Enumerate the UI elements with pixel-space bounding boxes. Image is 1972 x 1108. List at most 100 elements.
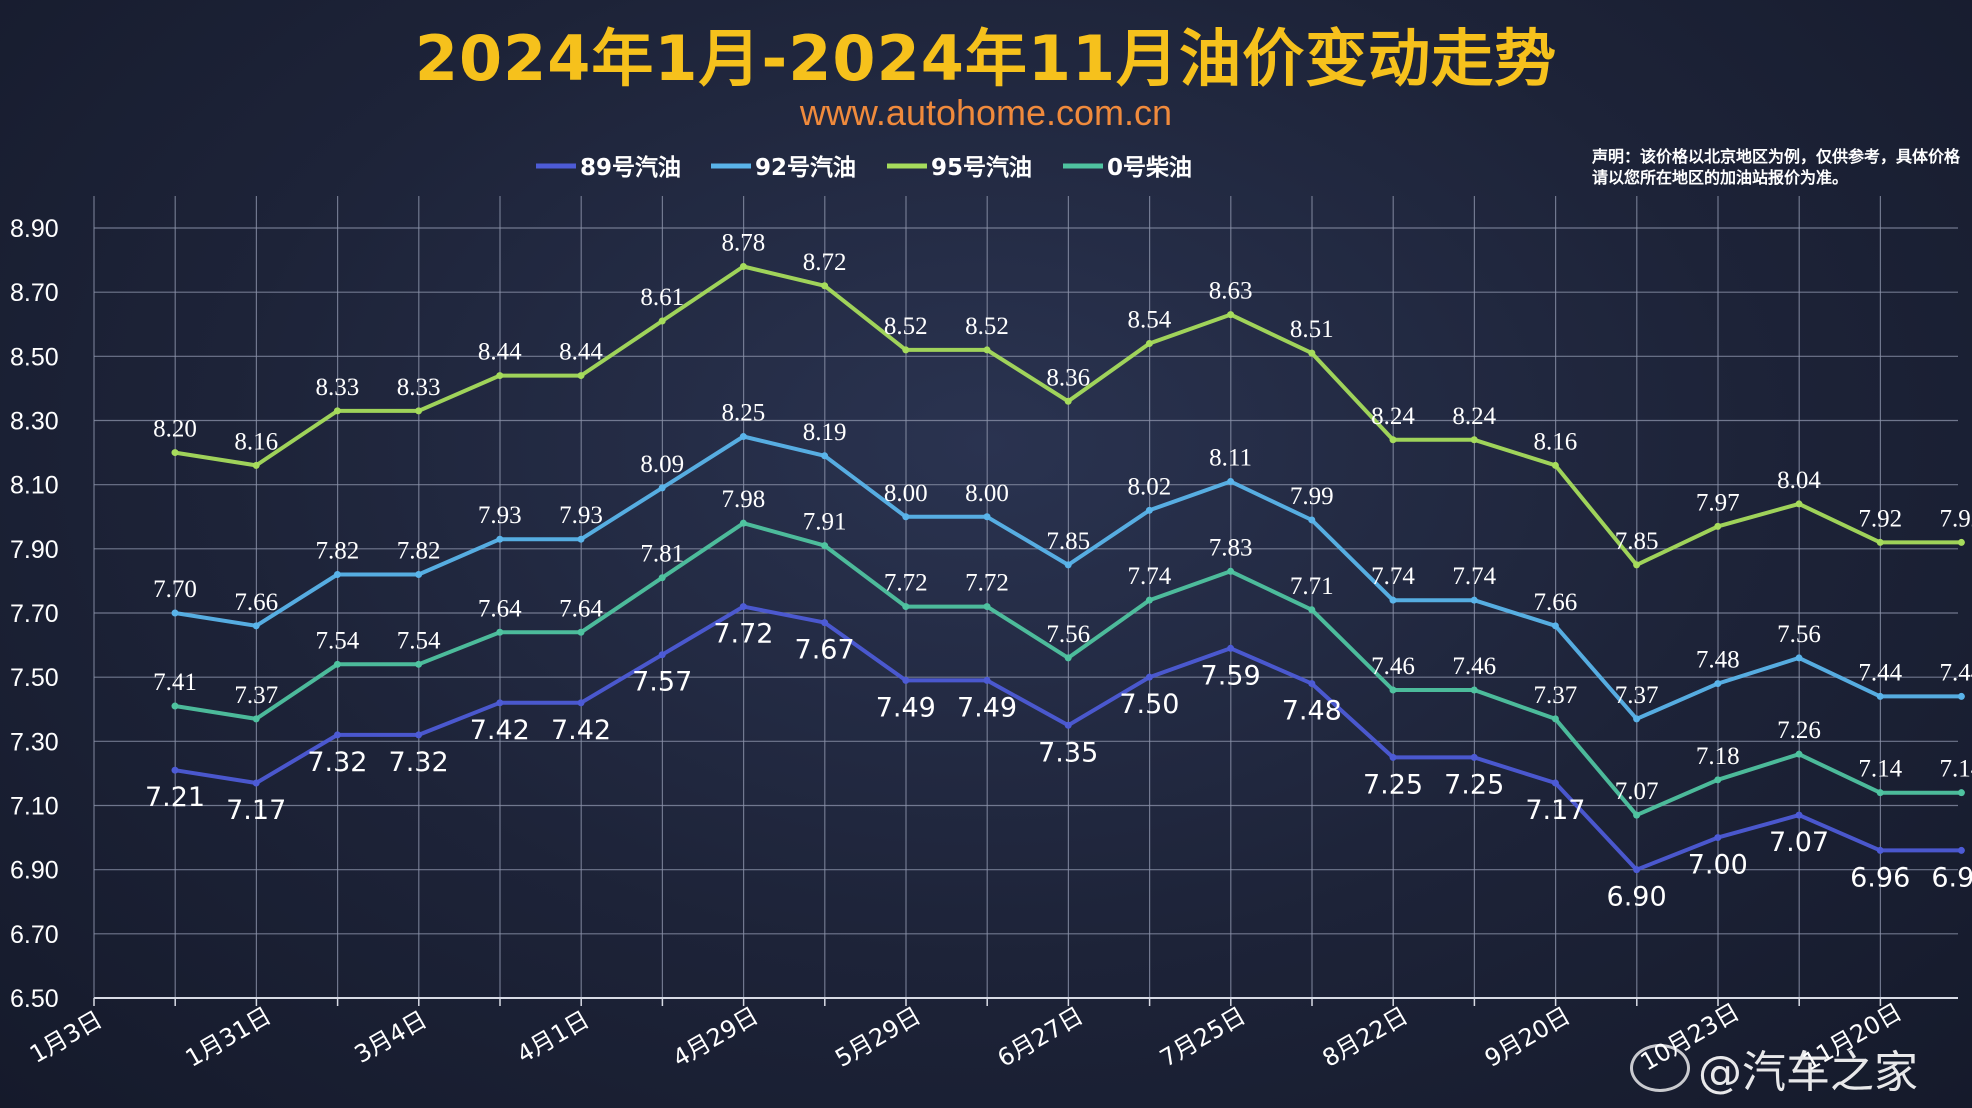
y-tick-label: 6.90: [10, 857, 59, 885]
y-tick-label: 8.10: [10, 472, 59, 500]
y-tick-label: 7.90: [10, 536, 59, 564]
data-point: [1876, 789, 1884, 797]
data-label: 6.96: [1931, 862, 1972, 893]
chart-title: 2024年1月-2024年11月油价变动走势: [414, 22, 1558, 95]
data-point: [739, 519, 747, 527]
data-point: [496, 699, 504, 707]
data-label: 7.59: [1201, 660, 1261, 691]
x-tick-label: 5月29日: [830, 1001, 925, 1072]
data-label: 8.61: [640, 284, 684, 311]
data-point: [1470, 686, 1478, 694]
data-label: 7.85: [1615, 528, 1659, 555]
y-tick-label: 7.50: [10, 664, 59, 692]
data-label: 7.93: [559, 502, 603, 529]
data-point: [1470, 596, 1478, 604]
data-label: 7.92: [1940, 505, 1972, 532]
data-point: [1876, 538, 1884, 546]
data-label: 8.00: [965, 480, 1009, 507]
data-point: [1876, 692, 1884, 700]
data-point: [1064, 561, 1072, 569]
data-label: 7.83: [1209, 534, 1253, 561]
data-point: [1714, 776, 1722, 784]
y-tick-label: 8.90: [10, 215, 59, 243]
data-point: [983, 603, 991, 611]
data-point: [658, 484, 666, 492]
data-label: 7.49: [876, 692, 936, 723]
data-point: [821, 282, 829, 290]
data-point: [1795, 500, 1803, 508]
data-label: 7.37: [234, 682, 278, 709]
data-point: [658, 317, 666, 325]
data-label: 8.44: [478, 339, 522, 366]
weibo-logo-icon: [1630, 1044, 1690, 1092]
data-label: 7.21: [145, 782, 205, 813]
data-label: 7.54: [397, 627, 441, 654]
data-label: 7.07: [1769, 827, 1829, 858]
watermark-text: @汽车之家: [1698, 1047, 1918, 1098]
data-label: 7.41: [153, 669, 197, 696]
data-label: 7.32: [389, 747, 449, 778]
x-tick-label: 4月29日: [668, 1001, 763, 1072]
data-label: 7.14: [1858, 756, 1902, 783]
data-point: [1145, 596, 1153, 604]
data-label: 7.26: [1777, 717, 1821, 744]
data-label: 7.42: [470, 715, 530, 746]
data-point: [252, 715, 260, 723]
data-label: 7.64: [478, 595, 522, 622]
data-label: 7.74: [1371, 563, 1415, 590]
data-label: 7.72: [713, 619, 773, 650]
data-point: [902, 603, 910, 611]
data-label: 7.07: [1615, 778, 1659, 805]
legend-label: 95号汽油: [931, 154, 1032, 181]
data-point: [415, 407, 423, 415]
data-point: [1633, 811, 1641, 819]
data-point: [1633, 715, 1641, 723]
data-point: [658, 574, 666, 582]
data-label: 7.74: [1452, 563, 1496, 590]
data-point: [902, 346, 910, 354]
data-label: 8.44: [559, 339, 603, 366]
y-tick-label: 7.10: [10, 793, 59, 821]
data-label: 7.81: [640, 541, 684, 568]
data-label: 7.48: [1696, 647, 1740, 674]
data-point: [1795, 811, 1803, 819]
data-point: [983, 346, 991, 354]
data-label: 8.52: [965, 313, 1009, 340]
data-point: [333, 571, 341, 578]
data-point: [496, 535, 504, 543]
legend-label: 92号汽油: [755, 154, 856, 181]
x-tick-label: 4月1日: [512, 1005, 594, 1069]
x-tick-label: 1月3日: [25, 1005, 107, 1069]
data-label: 8.51: [1290, 316, 1334, 343]
data-label: 7.71: [1290, 573, 1334, 600]
data-label: 7.64: [559, 595, 603, 622]
data-point: [1957, 846, 1965, 854]
data-point: [1551, 622, 1559, 630]
watermark: @汽车之家: [1630, 1036, 1918, 1100]
data-label: 7.67: [795, 635, 855, 666]
data-point: [1227, 644, 1235, 652]
data-label: 7.66: [234, 589, 278, 616]
y-tick-label: 6.70: [10, 921, 59, 949]
data-point: [1389, 686, 1397, 694]
data-point: [333, 660, 341, 668]
data-label: 8.11: [1209, 444, 1252, 471]
data-point: [333, 407, 341, 415]
data-point: [821, 452, 829, 460]
data-point: [1389, 596, 1397, 604]
disclaimer-note: 声明：该价格以北京地区为例，仅供参考，具体价格请以您所在地区的加油站报价为准。: [1592, 147, 1961, 187]
y-tick-label: 8.30: [10, 408, 59, 436]
data-point: [496, 372, 504, 380]
chart-subtitle: www.autohome.com.cn: [799, 92, 1173, 133]
data-label: 8.52: [884, 313, 928, 340]
y-tick-label: 7.70: [10, 600, 59, 628]
data-label: 7.72: [884, 570, 928, 597]
data-point: [1714, 680, 1722, 688]
data-label: 7.72: [965, 570, 1009, 597]
data-label: 8.63: [1209, 278, 1253, 305]
data-point: [252, 779, 260, 787]
data-point: [252, 622, 260, 630]
data-label: 7.25: [1444, 769, 1504, 800]
data-label: 8.00: [884, 480, 928, 507]
data-point: [739, 603, 747, 611]
